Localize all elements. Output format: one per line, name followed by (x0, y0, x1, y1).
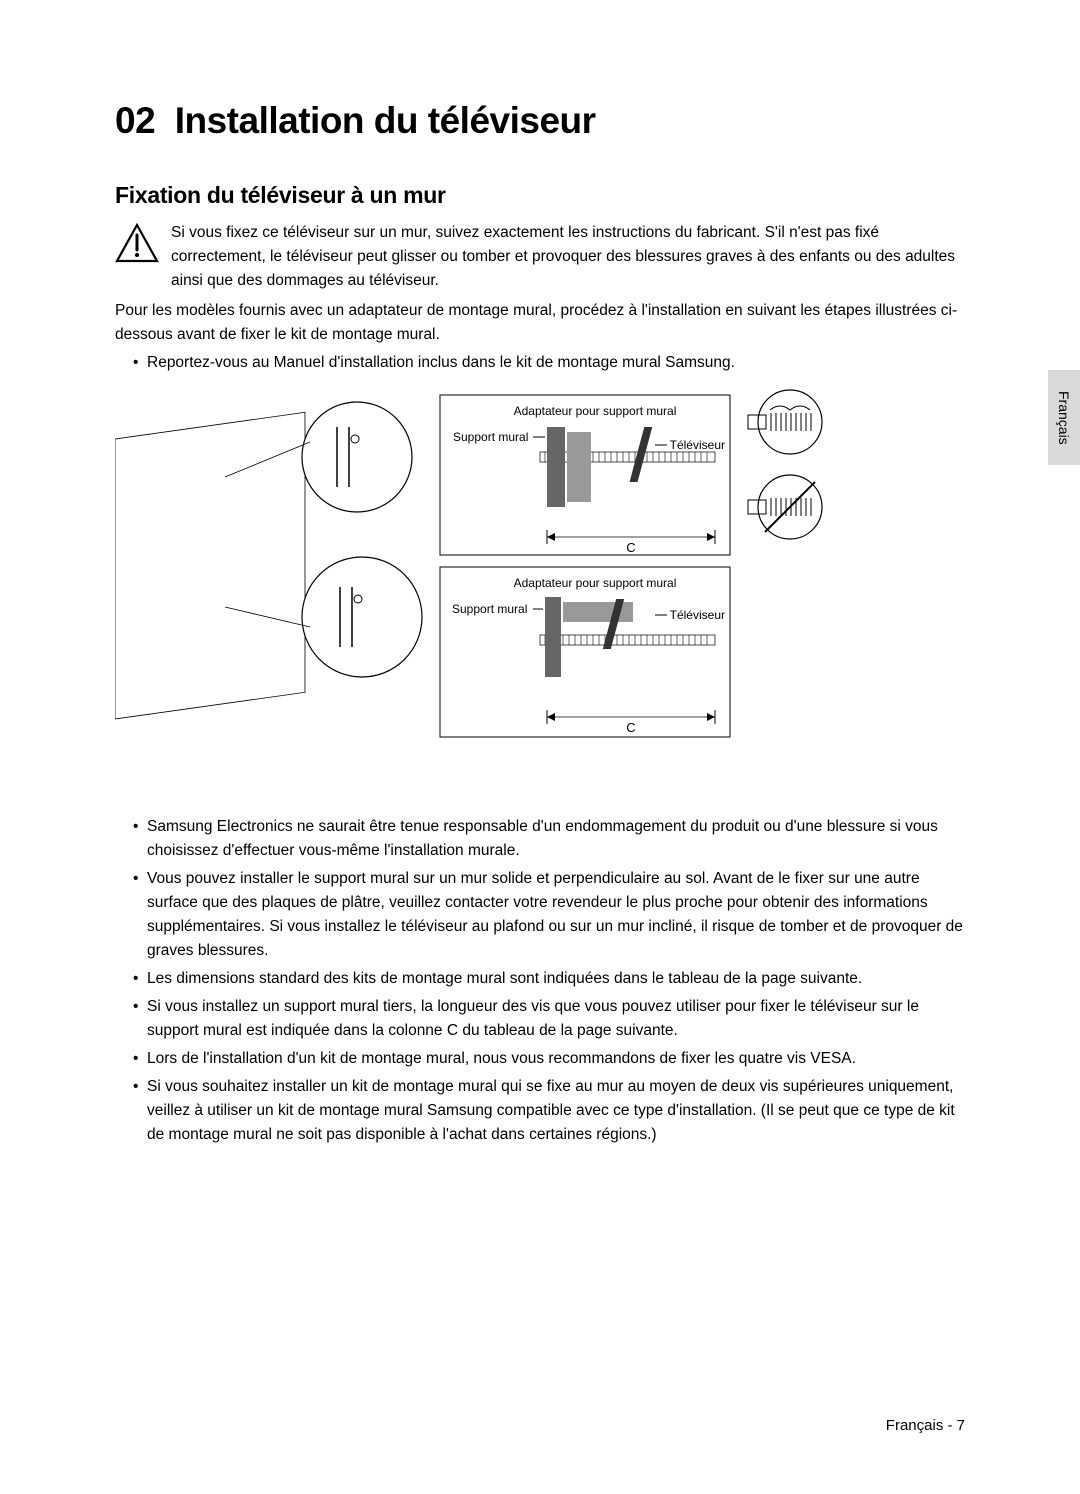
diagram-label-support-1: Support mural (453, 430, 528, 444)
note-item: Vous pouvez installer le support mural s… (133, 867, 965, 963)
note-item: Si vous souhaitez installer un kit de mo… (133, 1075, 965, 1147)
diagram-label-adaptateur-1: Adaptateur pour support mural (514, 404, 677, 418)
intro-paragraph: Pour les modèles fournis avec un adaptat… (115, 299, 965, 347)
chapter-title-text: Installation du téléviseur (175, 100, 596, 141)
diagram-label-c-1: C (626, 540, 635, 555)
diagram-label-support-2: Support mural (452, 602, 527, 616)
intro-bullet-list: Reportez-vous au Manuel d'installation i… (115, 351, 965, 375)
note-item: Lors de l'installation d'un kit de monta… (133, 1047, 965, 1071)
language-tab: Français (1048, 370, 1080, 465)
section-title: Fixation du téléviseur à un mur (115, 182, 965, 209)
notes-list: Samsung Electronics ne saurait être tenu… (115, 815, 965, 1147)
chapter-number: 02 (115, 100, 155, 141)
chapter-title: 02 Installation du téléviseur (115, 100, 965, 142)
diagram-label-adaptateur-2: Adaptateur pour support mural (514, 576, 677, 590)
warning-text: Si vous fixez ce téléviseur sur un mur, … (171, 221, 965, 293)
note-item: Les dimensions standard des kits de mont… (133, 967, 965, 991)
notes-block: Samsung Electronics ne saurait être tenu… (115, 815, 965, 1147)
mounting-diagram: Adaptateur pour support mural Support mu… (115, 387, 835, 767)
diagram-label-televiseur-1: Téléviseur (670, 438, 725, 452)
warning-block: Si vous fixez ce téléviseur sur un mur, … (115, 221, 965, 293)
page-footer: Français - 7 (886, 1417, 965, 1434)
warning-icon (115, 223, 163, 268)
diagram-label-televiseur-2: Téléviseur (670, 608, 725, 622)
page-content: 02 Installation du téléviseur Fixation d… (0, 0, 1080, 1211)
language-tab-label: Français (1056, 391, 1072, 445)
diagram-label-c-2: C (626, 720, 635, 735)
intro-bullet: Reportez-vous au Manuel d'installation i… (133, 351, 965, 375)
note-item: Si vous installez un support mural tiers… (133, 995, 965, 1043)
note-item: Samsung Electronics ne saurait être tenu… (133, 815, 965, 863)
